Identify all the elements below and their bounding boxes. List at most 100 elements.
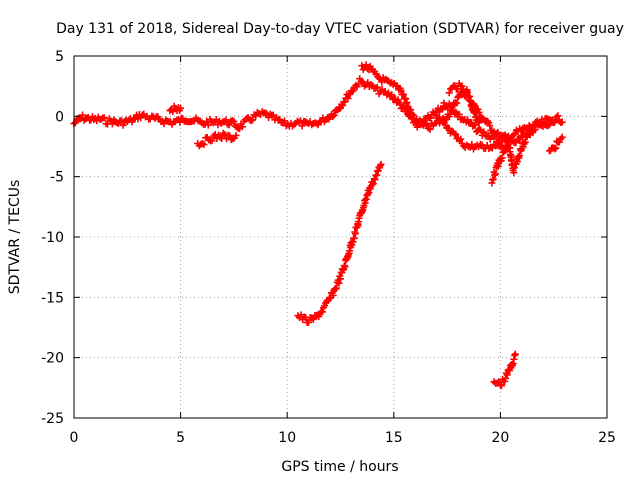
data-point <box>531 125 539 133</box>
data-point <box>491 170 499 178</box>
data-point <box>249 116 257 124</box>
data-point <box>409 111 417 119</box>
data-point <box>119 121 127 129</box>
data-point <box>318 308 326 316</box>
x-axis-label: GPS time / hours <box>281 459 398 475</box>
data-point <box>100 114 108 122</box>
data-point <box>344 94 352 102</box>
data-point <box>452 130 460 138</box>
series-2 <box>194 129 240 150</box>
data-point <box>471 107 479 115</box>
data-point <box>176 118 184 126</box>
data-point <box>413 115 421 123</box>
data-point <box>351 230 359 238</box>
data-point <box>545 121 553 129</box>
y-tick-label: 0 <box>55 109 64 125</box>
data-point <box>177 104 185 112</box>
data-point <box>418 119 426 127</box>
data-point <box>330 111 338 119</box>
y-tick-label: -25 <box>41 411 64 427</box>
data-point <box>552 144 560 152</box>
data-point <box>450 130 458 138</box>
data-point <box>309 315 317 323</box>
data-point <box>489 175 497 183</box>
data-point <box>339 102 347 110</box>
data-point <box>426 114 434 122</box>
data-point <box>337 275 344 283</box>
data-point <box>329 292 337 300</box>
data-point <box>341 263 349 271</box>
x-tick-label: 10 <box>278 430 296 446</box>
y-tick-label: 5 <box>55 49 64 65</box>
data-point <box>335 279 343 287</box>
data-point <box>348 87 356 95</box>
data-point <box>407 106 415 114</box>
data-point <box>558 118 566 126</box>
y-tick-label: -20 <box>41 351 64 367</box>
series-4 <box>488 127 566 390</box>
data-point <box>368 180 376 188</box>
data-point <box>558 133 566 141</box>
data-point <box>497 382 505 390</box>
data-point <box>486 122 494 130</box>
data-point <box>447 103 455 111</box>
data-point <box>480 128 488 136</box>
data-point <box>551 145 559 153</box>
data-point <box>371 176 379 184</box>
series-1 <box>166 61 560 153</box>
data-point <box>71 119 79 127</box>
data-point <box>552 116 560 124</box>
data-point <box>526 130 534 138</box>
data-point <box>458 82 466 90</box>
data-point <box>298 122 306 130</box>
data-point <box>516 152 524 160</box>
data-point <box>491 132 499 140</box>
y-tick-label: -15 <box>41 290 64 306</box>
data-point <box>494 162 502 170</box>
data-point <box>350 234 358 242</box>
data-point <box>305 318 313 326</box>
data-point <box>377 160 385 168</box>
data-point <box>238 123 246 131</box>
data-point <box>79 111 87 119</box>
data-point <box>511 350 519 358</box>
x-tick-label: 25 <box>598 430 616 446</box>
data-points-layer <box>70 61 566 390</box>
data-point <box>208 137 216 145</box>
data-point <box>373 83 381 91</box>
chart-title: Day 131 of 2018, Sidereal Day-to-day VTE… <box>56 21 624 37</box>
y-tick-label: -5 <box>50 170 64 186</box>
data-point <box>369 180 377 188</box>
data-point <box>498 154 506 162</box>
series-3 <box>294 160 385 327</box>
data-point <box>362 61 370 69</box>
data-point <box>214 121 222 129</box>
x-tick-label: 20 <box>491 430 509 446</box>
data-point <box>232 131 240 139</box>
grid-lines <box>74 56 607 418</box>
data-point <box>453 99 461 107</box>
data-point <box>397 86 405 94</box>
data-point <box>419 120 427 128</box>
data-point <box>200 141 208 149</box>
data-point <box>400 90 408 98</box>
data-point <box>388 91 396 99</box>
data-point <box>445 89 453 97</box>
data-point <box>426 125 434 133</box>
y-axis-label: SDTVAR / TECUs <box>7 180 23 295</box>
data-point <box>341 98 349 106</box>
data-point <box>315 313 323 321</box>
y-tick-label: -10 <box>41 230 64 246</box>
data-point <box>505 137 513 145</box>
data-point <box>475 119 483 127</box>
data-point <box>503 371 511 379</box>
data-point <box>554 112 562 120</box>
x-tick-label: 15 <box>385 430 403 446</box>
data-point <box>281 117 289 125</box>
data-point <box>230 118 238 125</box>
data-point <box>452 108 460 116</box>
data-point <box>457 135 465 143</box>
data-point <box>455 110 463 118</box>
data-point <box>499 141 507 149</box>
